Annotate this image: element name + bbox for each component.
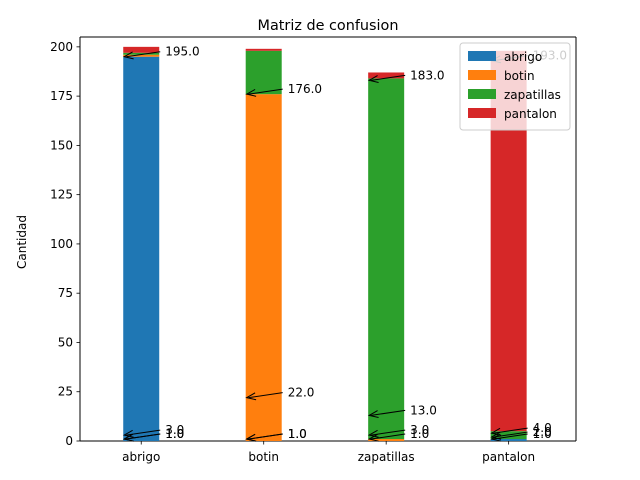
chart-title: Matriz de confusion: [258, 18, 399, 34]
bar-zapatillas-zapatillas: [368, 78, 405, 440]
legend: abrigo botin zapatillas pantalon: [459, 42, 571, 131]
y-tick-label: 150: [50, 138, 73, 152]
annotation-arrowhead: [245, 433, 257, 442]
legend-swatch-pantalon: [468, 108, 496, 118]
annotation-label-abrigo: 1.0: [165, 427, 184, 441]
annotation-label-botin: 176.0: [288, 82, 322, 96]
annotation-arrow-abrigo: [126, 433, 161, 440]
annotation-arrow-botin: [248, 392, 283, 399]
annotation-arrowhead: [367, 75, 379, 83]
annotation-arrowhead: [490, 433, 502, 442]
bar-botin-pantalon: [245, 48, 282, 51]
legend-label-pantalon: pantalon: [504, 107, 557, 121]
annotation-label-abrigo: 1.0: [165, 427, 184, 441]
bar-abrigo-abrigo: [123, 56, 160, 442]
annotation-arrowhead: [367, 429, 379, 438]
annotation-label-zapatillas: 183.0: [410, 68, 444, 82]
annotation-arrowhead: [122, 429, 134, 438]
bar-zapatillas-botin: [368, 439, 405, 441]
annotation-arrowhead: [245, 392, 257, 401]
y-tick-label: 50: [58, 335, 73, 349]
axes-layer: 0 25 50 75 100 125 150 175 200 abrigo botin zapatil…: [50, 36, 577, 464]
annotation-label-botin: 1.0: [288, 427, 307, 441]
annotation-arrowhead: [245, 88, 257, 97]
y-tick-label: 0: [65, 434, 73, 448]
annotation-label-pantalon: 2.0: [533, 425, 552, 439]
y-tick-label: 100: [50, 237, 73, 251]
bar-abrigo-botin: [123, 54, 160, 57]
bar-zapatillas-pantalon: [368, 72, 405, 79]
annotation-arrow-pantalon: [493, 431, 528, 438]
x-tick-label-pantalon: pantalon: [482, 450, 535, 464]
annotation-label-zapatillas: 3.0: [410, 423, 429, 437]
annotation-arrowhead: [122, 51, 134, 60]
annotation-arrow-botin: [248, 433, 283, 440]
annotation-label-abrigo: 195.0: [165, 45, 199, 59]
legend-label-zapatillas: zapatillas: [504, 88, 561, 102]
legend-swatch-zapatillas: [468, 89, 496, 99]
y-tick-label: 125: [50, 188, 73, 202]
annotation-arrow-pantalon: [493, 433, 528, 440]
annotation-arrowhead: [367, 410, 379, 419]
annotation-arrow-zapatillas: [371, 433, 406, 440]
bar-pantalon-abrigo: [490, 439, 527, 441]
y-tick-label: 75: [58, 286, 73, 300]
bar-abrigo-zapatillas: [123, 52, 160, 55]
legend-swatch-abrigo: [468, 51, 496, 61]
annotation-label-pantalon: 4.0: [533, 421, 552, 435]
annotation-label-zapatillas: 13.0: [410, 403, 437, 417]
annotation-arrow-zapatillas: [371, 409, 406, 416]
annotation-label-pantalon: 1.0: [533, 427, 552, 441]
annotation-label-botin: 1.0: [288, 427, 307, 441]
bar-abrigo-pantalon: [123, 46, 160, 53]
x-tick-label-botin: botin: [248, 450, 279, 464]
annotation-arrow-botin: [248, 88, 283, 95]
y-axis-title: Cantidad: [15, 215, 29, 269]
annotation-arrowhead: [122, 433, 134, 442]
legend-swatch-botin: [468, 70, 496, 80]
bar-botin-botin: [245, 94, 282, 442]
annotation-arrowhead: [490, 427, 502, 436]
annotation-arrow-zapatillas: [371, 74, 406, 81]
y-tick-label: 175: [50, 89, 73, 103]
bar-botin-zapatillas: [245, 50, 282, 95]
y-tick-label: 200: [50, 40, 73, 54]
annotation-label-zapatillas: 1.0: [410, 427, 429, 441]
legend-label-botin: botin: [504, 69, 535, 83]
legend-label-abrigo: abrigo: [504, 50, 542, 64]
annotation-arrow-abrigo: [126, 51, 161, 58]
y-tick-label: 25: [58, 385, 73, 399]
annotation-arrowhead: [367, 433, 379, 442]
x-tick-label-abrigo: abrigo: [122, 450, 160, 464]
annotation-label-abrigo: 3.0: [165, 423, 184, 437]
annotation-label-botin: 22.0: [288, 386, 315, 400]
x-tick-label-zapatillas: zapatillas: [358, 450, 415, 464]
